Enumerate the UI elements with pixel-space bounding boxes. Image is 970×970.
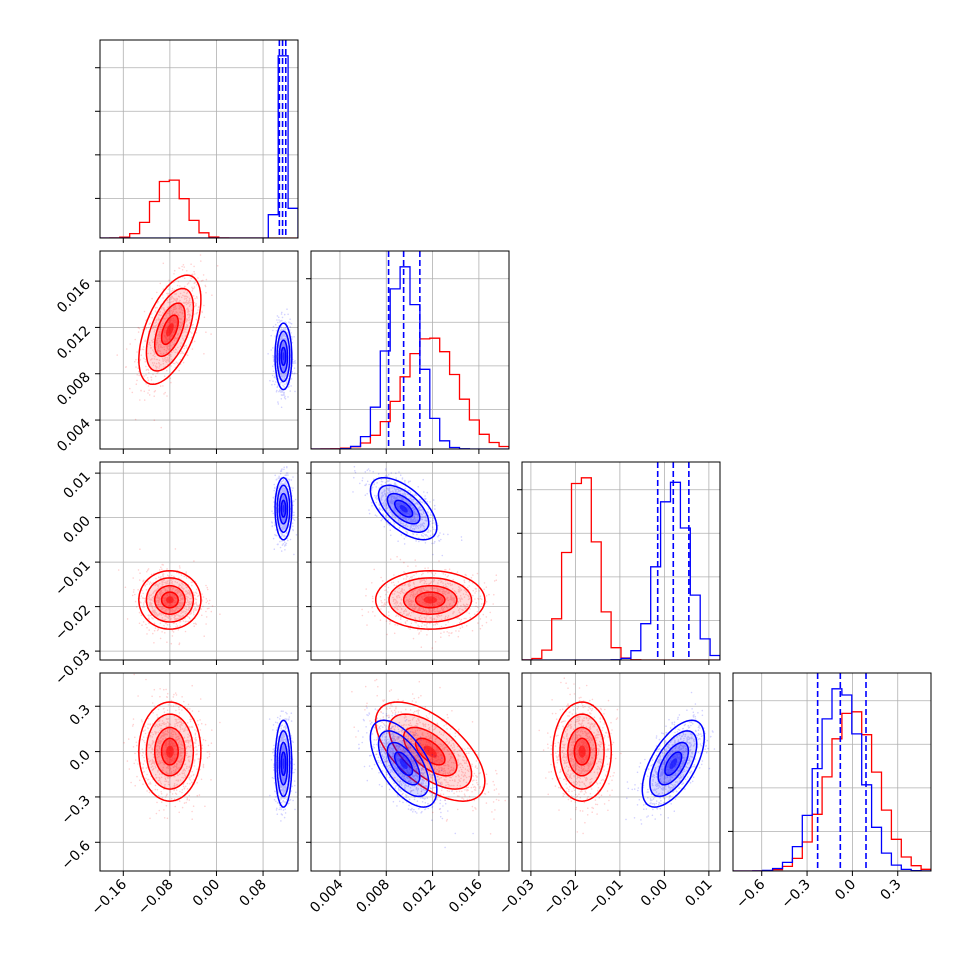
y-tick-label: −0.02 — [52, 602, 94, 644]
pair-3-2 — [538, 677, 716, 835]
contour-blue-4 — [369, 719, 438, 808]
pair-2-0 — [117, 466, 298, 646]
panel-frame — [521, 672, 721, 872]
contour-blue-4 — [274, 322, 293, 391]
panel-frame — [99, 250, 299, 450]
hist-3 — [733, 673, 931, 871]
x-tick-label: −0.01 — [585, 877, 627, 919]
contour-red-0 — [166, 745, 174, 758]
x-tick-label: 0.004 — [307, 876, 347, 916]
pair-3-1 — [351, 678, 507, 849]
x-tick-label: 0.3 — [878, 877, 905, 904]
y-tick-label: 0.01 — [60, 469, 93, 502]
contour-red-0 — [166, 596, 174, 604]
y-tick-label: 0.3 — [67, 702, 94, 729]
contour-red-4 — [138, 274, 202, 386]
contour-blue-0 — [282, 758, 285, 769]
panel-frame — [99, 39, 299, 239]
x-tick-label: 0.01 — [682, 877, 715, 910]
panel-background — [100, 251, 298, 449]
axes-0-0 — [95, 39, 299, 243]
panel-3-1 — [311, 673, 509, 871]
contour-blue-4 — [274, 719, 293, 808]
panel-frame — [310, 672, 510, 872]
y-tick-label: −0.03 — [52, 647, 94, 689]
contour-blue-0 — [399, 504, 408, 513]
axes-2-2 — [517, 461, 721, 665]
contour-red-4 — [138, 701, 202, 802]
panel-frame — [310, 250, 510, 450]
y-tick-label: −0.01 — [52, 558, 94, 600]
contour-blue-4 — [641, 719, 706, 808]
contour-red-4 — [138, 569, 202, 630]
y-tick-label: 0.004 — [54, 416, 94, 456]
panel-1-0 — [100, 251, 298, 449]
x-tick-label: −0.03 — [496, 877, 538, 919]
y-tick-label: 0.00 — [60, 513, 93, 546]
panel-frame — [99, 672, 299, 872]
hist-step-blue — [733, 688, 931, 871]
axes-1-1 — [306, 250, 510, 454]
x-tick-label: 0.012 — [400, 877, 440, 917]
panel-3-0 — [100, 673, 298, 871]
pair-2-1 — [352, 465, 498, 649]
x-tick-label: −0.3 — [779, 877, 814, 912]
x-tick-label: −0.02 — [541, 877, 583, 919]
y-tick-label: 0.012 — [54, 323, 94, 363]
panel-background — [100, 673, 298, 871]
axes-2-1 — [306, 461, 510, 665]
hist-step-red — [522, 477, 720, 660]
panel-0-0 — [100, 40, 298, 238]
hist-step-red — [100, 179, 298, 238]
panel-2-0 — [100, 462, 298, 660]
y-tick-label: 0.008 — [54, 369, 94, 409]
pair-1-0 — [116, 254, 297, 429]
x-tick-label: 0.008 — [353, 877, 393, 917]
x-tick-label: 0.016 — [446, 876, 486, 916]
contour-red-0 — [423, 596, 437, 604]
panel-frame — [99, 461, 299, 661]
x-tick-label: 0.00 — [190, 877, 223, 910]
hist-1 — [311, 251, 509, 449]
hist-0 — [100, 40, 298, 238]
panel-frame — [310, 461, 510, 661]
x-tick-label: −0.08 — [135, 877, 177, 919]
contour-blue-0 — [282, 504, 285, 513]
panel-frame — [521, 461, 721, 661]
contour-red-4 — [374, 569, 486, 630]
contour-blue-4 — [274, 476, 293, 541]
contour-red-0 — [578, 745, 586, 758]
panel-background — [522, 462, 720, 660]
hist-2 — [522, 462, 720, 660]
contour-blue-0 — [669, 758, 678, 769]
contour-blue-0 — [282, 352, 285, 361]
y-tick-label: −0.3 — [58, 792, 93, 827]
contour-red-0 — [166, 323, 174, 337]
x-tick-label: −0.16 — [88, 876, 130, 918]
x-tick-label: 0.0 — [832, 877, 859, 904]
panel-background — [100, 40, 298, 238]
hist-step-blue — [522, 481, 720, 660]
hist-step-blue — [100, 55, 298, 238]
contour-blue-4 — [369, 476, 438, 541]
panel-background — [100, 462, 298, 660]
contour-red-0 — [423, 745, 437, 758]
y-tick-label: −0.6 — [58, 838, 93, 873]
y-tick-label: 0.0 — [67, 747, 94, 774]
panel-2-2 — [522, 462, 720, 660]
x-tick-label: −0.6 — [733, 876, 768, 911]
contour-blue-0 — [399, 758, 408, 769]
x-tick-label: 0.08 — [237, 877, 270, 910]
x-tick-label: 0.00 — [638, 877, 671, 910]
contour-red-4 — [552, 701, 613, 802]
panel-frame — [732, 672, 932, 872]
pair-3-0 — [123, 673, 297, 822]
y-tick-label: 0.016 — [54, 277, 94, 317]
contour-red-4 — [374, 701, 486, 802]
